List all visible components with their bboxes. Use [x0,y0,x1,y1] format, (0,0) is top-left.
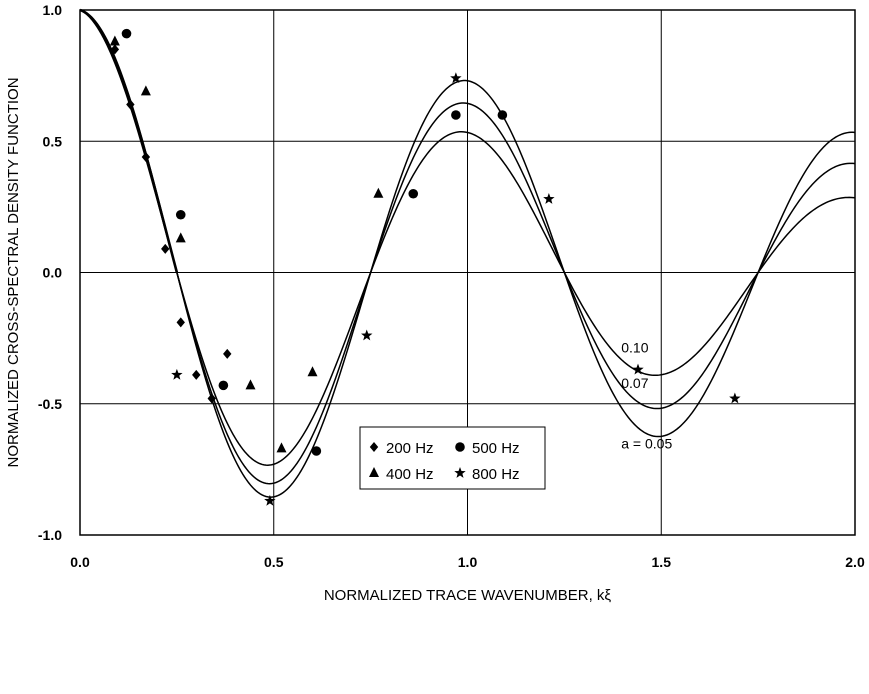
data-point-diamond [141,152,151,162]
x-axis-ticks: 0.0 0.5 1.0 1.5 2.0 [70,554,865,570]
data-point-circle [451,110,461,120]
curve-labels: a = 0.05 0.07 0.10 [621,340,672,452]
y-tick-label: -0.5 [38,396,62,412]
legend: 200 Hz 500 Hz 400 Hz 800 Hz [359,426,546,490]
data-point-diamond [207,393,216,404]
y-tick-label: 0.5 [43,133,63,149]
data-point-circle [121,28,132,39]
data-point-diamond [126,99,135,110]
data-point-circle [175,209,186,220]
y-tick-label: -1.0 [38,527,62,543]
data-point-star [361,329,373,341]
legend-marker-triangle [369,467,379,477]
plot-area-frame [79,9,856,536]
data-point-triangle [307,366,318,377]
data-point-diamond [192,369,201,380]
data-point-triangle [140,85,151,96]
data-point-triangle [276,442,287,453]
data-point-circle [311,446,322,456]
legend-label: 500 Hz [472,440,520,457]
legend-label: 400 Hz [386,466,434,483]
x-tick-label: 2.0 [845,554,865,570]
data-point-diamond [161,243,170,254]
y-axis-ticks: -1.0 -0.5 0.0 0.5 1.0 [38,2,62,543]
x-tick-label: 0.5 [264,554,284,570]
data-point-diamond [223,348,232,359]
data-point-star [543,193,555,204]
legend-marker-star [454,467,466,478]
y-tick-label: 1.0 [43,2,63,18]
y-tick-label: 0.0 [43,265,63,281]
data-point-circle [497,110,508,120]
x-tick-label: 0.0 [70,554,90,570]
curve-label: 0.10 [621,340,648,356]
legend-marker-diamond [369,442,379,452]
data-point-triangle [245,379,256,390]
x-axis-title: NORMALIZED TRACE WAVENUMBER, kξ [324,587,612,604]
x-tick-label: 1.0 [458,554,478,570]
grid [80,10,855,535]
data-point-triangle [175,232,186,243]
legend-box [359,426,546,490]
model-curve-overlap [79,8,179,273]
data-point-star [450,72,462,84]
y-axis-title: NORMALIZED CROSS-SPECTRAL DENSITY FUNCTI… [5,77,22,467]
model-curve [79,9,856,485]
data-point-diamond [110,44,120,55]
legend-label: 800 Hz [472,466,520,483]
data-point-star [632,363,644,375]
model-curve [79,9,856,498]
data-point-diamond [176,317,185,328]
data-point-star [264,494,276,506]
data-point-triangle [373,187,384,198]
data-point-circle [408,188,419,199]
x-tick-label: 1.5 [652,554,672,570]
data-point-circle [218,380,229,391]
data-points [109,28,741,506]
legend-label: 200 Hz [386,440,434,457]
model-curve [79,9,856,466]
curve-label: 0.07 [621,375,648,391]
legend-marker-circle [455,442,465,452]
curve-label: a = 0.05 [621,435,672,451]
data-point-star [729,392,741,404]
data-point-star [171,368,183,380]
data-point-triangle [109,35,120,46]
model-curves [79,8,856,498]
